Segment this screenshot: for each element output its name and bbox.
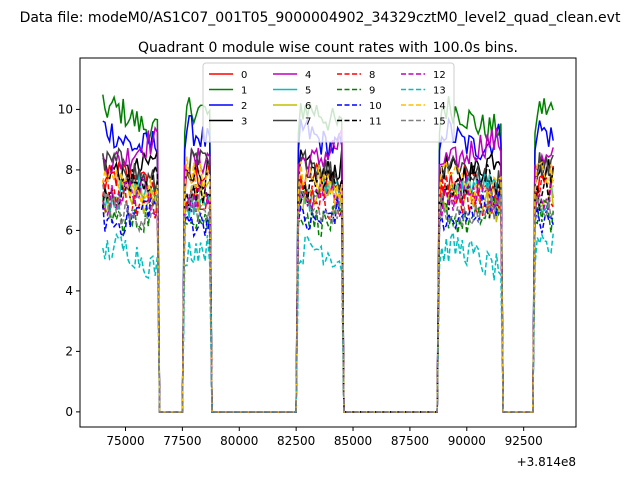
y-tick-label: 6 xyxy=(65,223,73,237)
series-line-13 xyxy=(102,229,554,413)
y-tick-label: 10 xyxy=(58,102,73,116)
x-tick-label: 92500 xyxy=(505,434,543,448)
x-axis: 75000 77500 80000 82500 85000 87500 90000 92500 xyxy=(106,427,543,448)
x-tick-label: 87500 xyxy=(391,434,429,448)
series-line-12 xyxy=(102,175,554,413)
plot-series xyxy=(102,94,554,413)
y-tick-label: 0 xyxy=(65,405,73,419)
x-tick-label: 77500 xyxy=(163,434,201,448)
series-line-9 xyxy=(102,193,554,413)
legend-label-3: 3 xyxy=(241,117,247,128)
legend-label-1: 1 xyxy=(241,86,247,97)
legend-label-9: 9 xyxy=(369,86,375,97)
legend-label-13: 13 xyxy=(433,86,446,97)
legend-label-8: 8 xyxy=(369,70,375,81)
y-tick-label: 4 xyxy=(65,284,73,298)
legend-label-15: 15 xyxy=(433,117,446,128)
x-tick-label: 80000 xyxy=(220,434,258,448)
y-tick-label: 8 xyxy=(65,163,73,177)
series-line-8 xyxy=(102,174,554,413)
chart-suptitle: Data file: modeM0/AS1C07_001T05_90000049… xyxy=(20,10,621,26)
legend-label-0: 0 xyxy=(241,70,247,81)
chart-title: Quadrant 0 module wise count rates with … xyxy=(138,40,518,56)
legend-box xyxy=(202,62,455,143)
legend-label-12: 12 xyxy=(433,70,446,81)
plot-frame xyxy=(79,57,577,428)
legend-label-6: 6 xyxy=(305,101,311,112)
x-tick-label: 90000 xyxy=(448,434,486,448)
legend-label-14: 14 xyxy=(433,101,446,112)
x-tick-label: 85000 xyxy=(334,434,372,448)
series-line-14 xyxy=(102,156,554,413)
legend-label-2: 2 xyxy=(241,101,247,112)
y-tick-label: 2 xyxy=(65,344,73,358)
y-axis: 0 2 4 6 8 10 xyxy=(58,102,80,419)
legend-label-11: 11 xyxy=(369,117,382,128)
series-line-15 xyxy=(102,184,554,413)
x-tick-label: 75000 xyxy=(106,434,144,448)
legend-label-7: 7 xyxy=(305,117,311,128)
legend-label-5: 5 xyxy=(305,86,311,97)
legend-label-10: 10 xyxy=(369,101,382,112)
x-tick-label: 82500 xyxy=(277,434,315,448)
x-offset-label: +3.814e8 xyxy=(517,455,576,469)
legend-label-4: 4 xyxy=(305,70,311,81)
series-line-10 xyxy=(102,189,554,413)
